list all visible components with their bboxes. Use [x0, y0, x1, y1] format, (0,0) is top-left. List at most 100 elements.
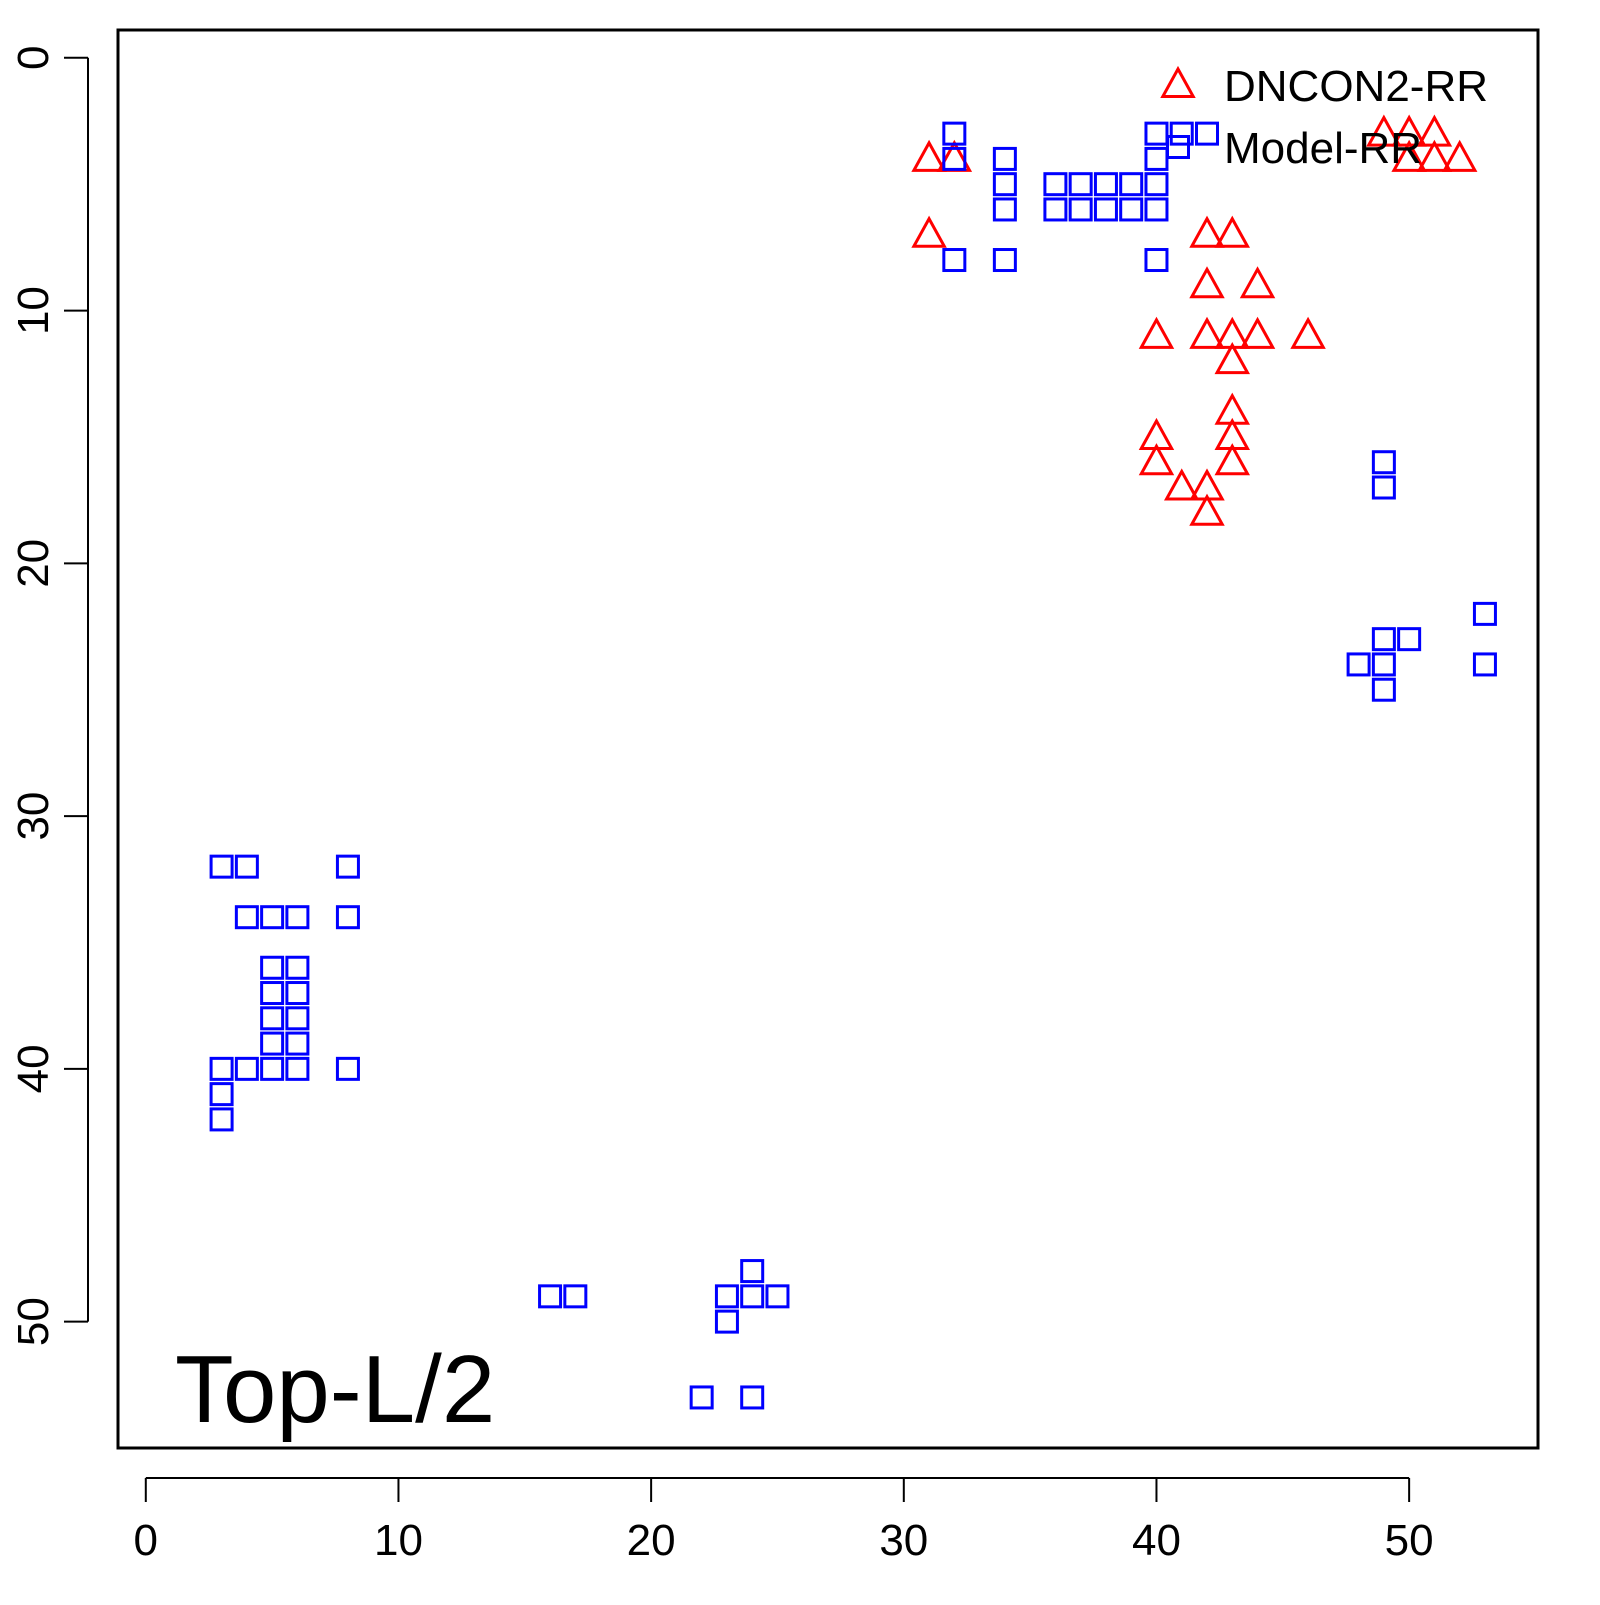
point [1371, 652, 1396, 677]
point [740, 1259, 765, 1284]
point [335, 905, 360, 930]
y-tick-label: 20 [9, 539, 58, 588]
point [1068, 172, 1093, 197]
point [1119, 197, 1144, 222]
x-tick-label: 40 [1132, 1516, 1181, 1565]
point [1169, 121, 1194, 146]
point [1163, 468, 1200, 501]
point [992, 172, 1017, 197]
point [992, 248, 1017, 273]
point [1144, 172, 1169, 197]
point [1138, 316, 1175, 349]
point [992, 197, 1017, 222]
point [1144, 248, 1169, 273]
point [942, 248, 967, 273]
y-tick-label: 10 [9, 286, 58, 335]
x-tick-label: 20 [627, 1516, 676, 1565]
point [765, 1284, 790, 1309]
point [1195, 121, 1220, 146]
point [538, 1284, 563, 1309]
point [1093, 197, 1118, 222]
point [563, 1284, 588, 1309]
point [1371, 627, 1396, 652]
y-tick-label: 40 [9, 1044, 58, 1093]
point [260, 955, 285, 980]
point [1189, 215, 1225, 248]
point [1093, 172, 1118, 197]
point [1290, 316, 1326, 349]
x-tick-label: 10 [374, 1516, 423, 1565]
point [1189, 316, 1225, 349]
point [1472, 652, 1497, 677]
x-tick-label: 50 [1385, 1516, 1434, 1565]
point [1371, 450, 1396, 475]
point [209, 1107, 234, 1132]
point [1397, 627, 1422, 652]
point [1214, 443, 1251, 476]
point [1189, 266, 1225, 299]
y-tick-label: 0 [9, 46, 58, 70]
annotation: Top-L/2 [175, 1336, 495, 1443]
point [714, 1309, 739, 1334]
y-tick-label: 50 [9, 1297, 58, 1346]
point [1391, 139, 1427, 172]
point [234, 854, 259, 879]
point [285, 1006, 310, 1031]
legend-symbol [1160, 65, 1196, 99]
point [209, 854, 234, 879]
point [335, 854, 360, 879]
point [285, 1031, 310, 1056]
point [1068, 197, 1093, 222]
point [1239, 316, 1276, 349]
point [285, 955, 310, 980]
point [260, 905, 285, 930]
point [260, 1006, 285, 1031]
point [1043, 172, 1068, 197]
point [689, 1385, 714, 1410]
point [911, 215, 947, 248]
point [260, 1031, 285, 1056]
point [285, 905, 310, 930]
point [1472, 601, 1497, 626]
legend-label: Model-RR [1224, 124, 1422, 173]
point [1144, 121, 1169, 146]
point [1371, 475, 1396, 500]
legend-label: DNCON2-RR [1224, 62, 1488, 111]
point [1441, 139, 1478, 172]
x-tick-label: 0 [134, 1516, 158, 1565]
point [1371, 677, 1396, 702]
point [942, 146, 967, 171]
point [740, 1385, 765, 1410]
point [942, 121, 967, 146]
point [740, 1284, 765, 1309]
x-tick-label: 30 [879, 1516, 928, 1565]
point [285, 1056, 310, 1081]
point [1043, 197, 1068, 222]
point [1214, 215, 1251, 248]
point [1144, 197, 1169, 222]
point [234, 905, 259, 930]
point [1144, 146, 1169, 171]
point [1189, 493, 1225, 526]
y-tick-label: 30 [9, 792, 58, 841]
point [1346, 652, 1371, 677]
point [1119, 172, 1144, 197]
point [1214, 342, 1251, 375]
point [714, 1284, 739, 1309]
point [209, 1082, 234, 1107]
point [911, 139, 947, 172]
plot-frame [116, 28, 1540, 1450]
point [285, 981, 310, 1006]
point [1416, 139, 1453, 172]
point [992, 146, 1017, 171]
point [1366, 114, 1402, 147]
legend-symbol [1166, 135, 1190, 159]
point [209, 1056, 234, 1081]
point [234, 1056, 259, 1081]
point [260, 981, 285, 1006]
point [335, 1056, 360, 1081]
point [260, 1056, 285, 1081]
point [1138, 443, 1175, 476]
point [1239, 266, 1276, 299]
